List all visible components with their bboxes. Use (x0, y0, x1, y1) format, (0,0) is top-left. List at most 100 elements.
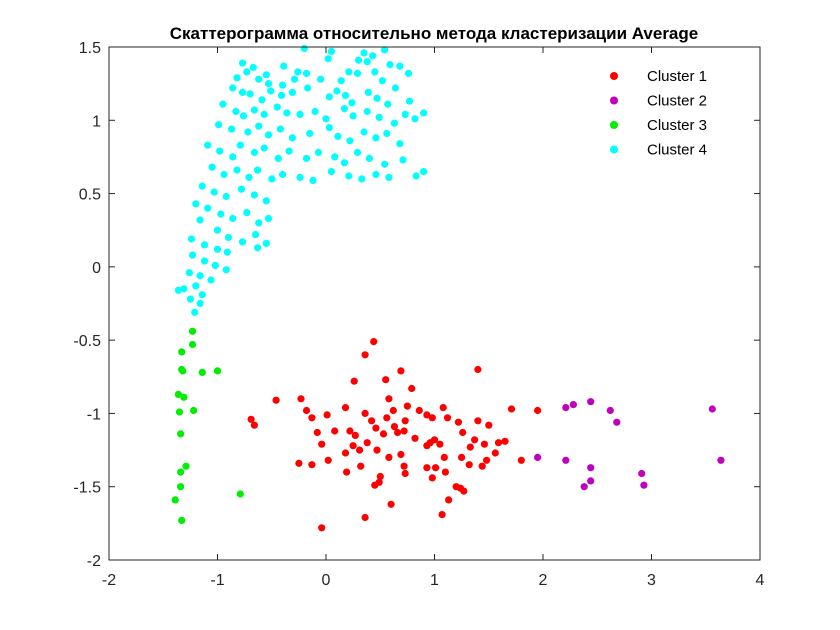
data-point (246, 90, 254, 98)
x-tick-label: 3 (647, 572, 656, 589)
data-point (363, 439, 371, 447)
data-point (420, 168, 428, 176)
data-point (250, 106, 258, 114)
data-point (361, 351, 369, 359)
data-point (396, 140, 404, 148)
data-point (204, 204, 212, 212)
data-point (369, 52, 377, 60)
data-point (178, 516, 186, 525)
legend-marker (610, 72, 618, 80)
data-point (494, 439, 503, 447)
data-point (587, 464, 595, 472)
data-point (255, 219, 263, 227)
data-point (394, 428, 402, 437)
data-point (389, 406, 397, 415)
data-point (465, 461, 473, 469)
data-point (478, 462, 486, 470)
data-point (381, 46, 389, 54)
axis-tick-labels: -2 -1 0 1 2 3 4 -2 -1.5 -1 -0.5 0 0.5 1 1.5 (73, 40, 764, 589)
data-point (445, 496, 453, 504)
legend-label: Cluster 1 (647, 68, 707, 85)
data-point (364, 88, 372, 96)
data-point (327, 47, 335, 56)
data-point (353, 69, 362, 77)
data-point (258, 96, 266, 104)
data-point (308, 414, 316, 422)
data-point (411, 115, 419, 123)
data-point (251, 231, 260, 239)
legend-marker (610, 121, 618, 129)
data-point (296, 110, 304, 118)
data-point (638, 469, 646, 478)
data-point (198, 291, 206, 299)
data-point (411, 434, 419, 442)
data-point (587, 477, 595, 485)
data-point (562, 404, 570, 412)
data-point (386, 61, 394, 69)
data-point (323, 411, 331, 419)
data-point (361, 409, 369, 417)
data-point (397, 367, 405, 375)
data-point (192, 200, 200, 208)
data-point (277, 91, 286, 99)
data-point (460, 487, 468, 495)
data-point (274, 154, 282, 162)
data-point (361, 513, 369, 522)
data-point (400, 462, 408, 470)
data-point (403, 402, 411, 410)
data-point (370, 338, 378, 346)
data-point (346, 137, 354, 145)
y-tick-label: -1.5 (73, 480, 101, 497)
data-point (177, 483, 185, 491)
data-point (208, 163, 216, 171)
data-point (507, 405, 516, 413)
data-point (587, 398, 595, 406)
data-point (360, 128, 368, 136)
y-tick-label: -1 (87, 406, 101, 423)
data-point (331, 153, 339, 161)
data-point (177, 430, 185, 438)
data-point (192, 282, 200, 290)
legend-marker (610, 96, 618, 105)
data-point (383, 414, 391, 422)
data-point (405, 97, 414, 105)
data-point (302, 69, 311, 77)
x-tick-label: -2 (102, 572, 116, 589)
data-point (378, 77, 386, 85)
data-point (229, 84, 237, 92)
data-point (297, 395, 305, 403)
data-point (306, 129, 314, 138)
data-point (385, 173, 393, 181)
data-point (249, 63, 257, 72)
data-point (420, 109, 428, 117)
data-point (262, 197, 270, 205)
data-point (401, 469, 409, 478)
data-point (288, 134, 296, 142)
data-point (385, 453, 393, 461)
data-point (236, 490, 244, 498)
data-point (708, 405, 716, 413)
data-point (295, 459, 303, 467)
data-point (717, 456, 725, 464)
data-point (408, 384, 416, 393)
data-point (308, 461, 316, 469)
data-point (483, 456, 491, 464)
data-point (382, 376, 390, 384)
data-point (480, 440, 488, 448)
data-point (430, 436, 439, 444)
data-point (238, 88, 247, 96)
data-point (238, 238, 247, 246)
data-point (224, 233, 232, 242)
data-point (267, 87, 275, 95)
data-point (337, 77, 345, 85)
x-tick-label: -1 (210, 572, 224, 589)
data-point (222, 266, 230, 274)
data-point (207, 276, 215, 284)
data-point (491, 449, 499, 457)
data-point (412, 172, 420, 180)
data-point (341, 91, 350, 99)
data-point (458, 453, 466, 461)
data-marks (171, 44, 725, 532)
data-point (254, 166, 262, 174)
data-point (215, 121, 223, 129)
